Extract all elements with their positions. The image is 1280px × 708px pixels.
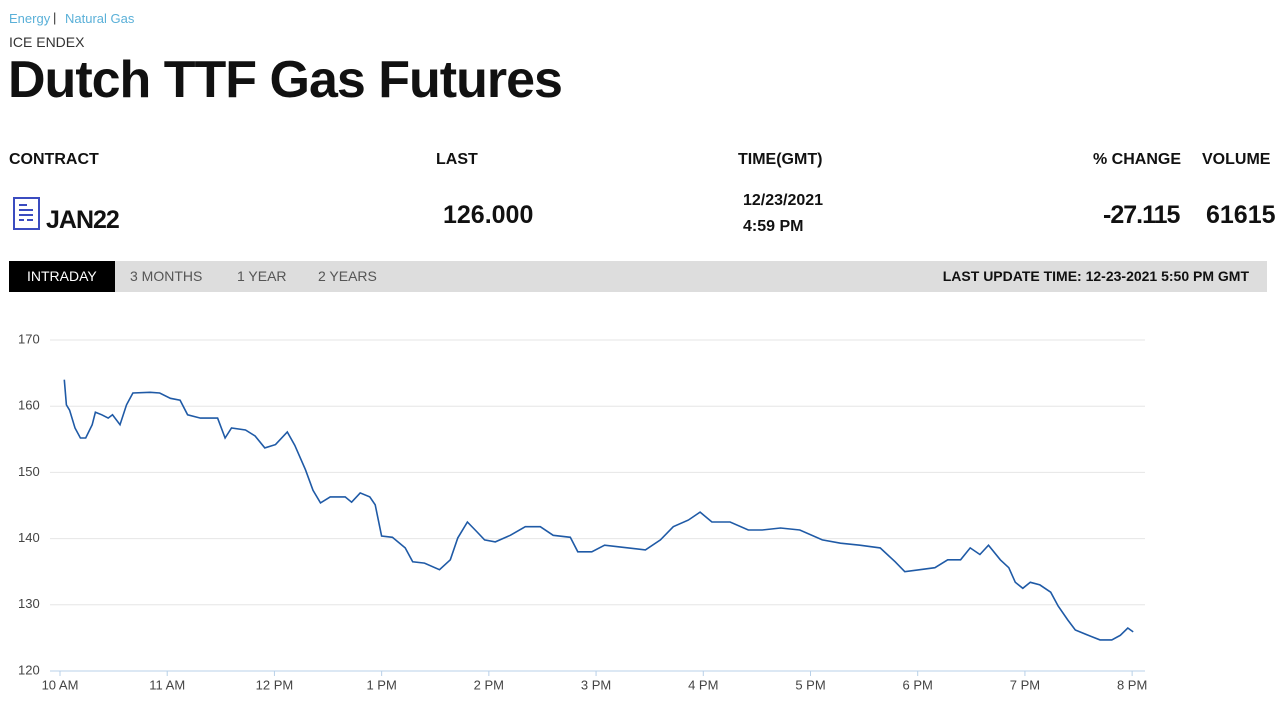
breadcrumb-link[interactable]: Natural Gas (65, 11, 135, 26)
column-header: CONTRACT (9, 151, 99, 168)
y-tick-label: 160 (18, 398, 40, 413)
page-title: Dutch TTF Gas Futures (8, 51, 563, 109)
x-tick-label: 12 PM (256, 677, 294, 692)
exchange: ICE ENDEX (9, 34, 85, 50)
volume: 61615 (1206, 201, 1276, 229)
tab[interactable]: 3 MONTHS (130, 268, 203, 284)
separator: | (53, 10, 57, 25)
breadcrumb-link[interactable]: Energy (9, 11, 51, 26)
y-tick-label: 120 (18, 662, 40, 677)
x-tick-label: 8 PM (1117, 677, 1147, 692)
column-header: % CHANGE (1093, 151, 1182, 168)
percent-change: -27.115 (1103, 201, 1180, 229)
x-tick-label: 2 PM (474, 677, 504, 692)
column-header: LAST (436, 151, 478, 168)
tab[interactable]: INTRADAY (9, 261, 115, 292)
trade-date: 12/23/2021 (743, 192, 824, 209)
tab[interactable]: 2 YEARS (318, 268, 377, 284)
trade-time: 4:59 PM (743, 218, 804, 235)
x-tick-label: 6 PM (903, 677, 933, 692)
y-tick-label: 130 (18, 596, 40, 611)
contract-icon (13, 197, 40, 230)
x-tick-label: 7 PM (1010, 677, 1040, 692)
x-tick-label: 11 AM (149, 677, 185, 692)
x-tick-label: 10 AM (42, 677, 79, 692)
x-tick-label: 3 PM (581, 677, 611, 692)
x-tick-label: 4 PM (688, 677, 718, 692)
y-tick-label: 170 (18, 331, 40, 346)
contract: JAN22 (46, 206, 120, 234)
last-price: 126.000 (443, 201, 534, 229)
y-tick-label: 140 (18, 530, 40, 545)
tab-bar: INTRADAY 3 MONTHS 1 YEAR 2 YEARS LAST UP… (9, 261, 1267, 292)
chart: 120 130 140 150 160 170 10 AM 11 AM 12 PM 1 PM 2 P… (18, 331, 1147, 692)
last-update: LAST UPDATE TIME: 12-23-2021 5:50 PM GMT (942, 268, 1249, 284)
x-tick-label: 1 PM (366, 677, 396, 692)
column-header: TIME(GMT) (738, 151, 823, 168)
tab[interactable]: 1 YEAR (237, 268, 287, 284)
y-tick-label: 150 (18, 464, 40, 479)
price-line (63, 379, 1134, 641)
x-tick-label: 5 PM (795, 677, 825, 692)
column-header: VOLUME (1202, 151, 1271, 168)
